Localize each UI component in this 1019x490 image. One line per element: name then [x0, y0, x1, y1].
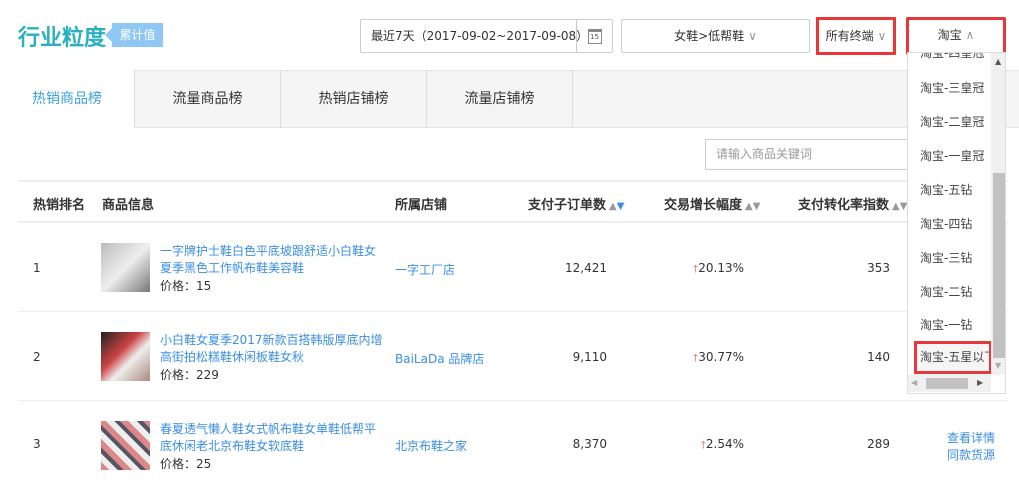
product-price: 价格：25	[160, 457, 212, 471]
tab-traffic-products[interactable]: 流量商品榜	[135, 70, 281, 128]
product-image[interactable]	[101, 243, 150, 292]
orders: 12,421	[565, 261, 607, 275]
growth: 🡑20.13%	[693, 261, 744, 275]
product-image[interactable]	[101, 332, 150, 381]
growth: 🡑2.54%	[700, 437, 744, 451]
sort-icon: ▲▼	[892, 201, 908, 212]
chevron-down-icon: ∨	[748, 29, 757, 43]
product-name-link[interactable]: 一字牌护士鞋白色平底坡跟舒适小白鞋女夏季黑色工作帆布鞋美容鞋	[160, 244, 377, 275]
dropdown-option[interactable]: 淘宝-一皇冠	[920, 149, 985, 163]
arrow-up-icon: 🡑	[693, 353, 699, 364]
calendar-icon[interactable]: 15	[576, 20, 612, 52]
dropdown-option[interactable]: 淘宝-四钻	[920, 217, 973, 231]
tab-bar: 热销商品榜 流量商品榜 热销店铺榜 流量店铺榜	[0, 70, 1019, 129]
shop-link[interactable]: BaiLaDa 品牌店	[395, 352, 485, 366]
table-header: 热销排名 商品信息 所属店铺 支付子订单数 ▲▼ 交易增长幅度 ▲▼ 支付转化率指数…	[18, 180, 1008, 223]
view-details-link[interactable]: 查看详情	[947, 431, 996, 445]
dropdown-option[interactable]: 淘宝-四皇冠	[920, 52, 985, 60]
product-name-link[interactable]: 春夏透气懒人鞋女式帆布鞋女单鞋低帮平底休闲老北京布鞋女软底鞋	[160, 422, 377, 453]
table-row: 3 春夏透气懒人鞋女式帆布鞋女单鞋低帮平底休闲老北京布鞋女软底鞋 价格：25 北…	[33, 421, 996, 471]
page-title: 行业粒度	[18, 26, 107, 51]
table-row: 1 一字牌护士鞋白色平底坡跟舒适小白鞋女夏季黑色工作帆布鞋美容鞋 价格：15 一…	[18, 223, 1008, 312]
col-rank: 热销排名	[33, 198, 86, 213]
table-row: 2 小白鞋女夏季2017新款百搭韩版厚底内增高街拍松糕鞋休闲板鞋女秋 价格：22…	[18, 312, 1008, 401]
date-range-picker[interactable]: 最近7天（2017-09-02~2017-09-08） 15	[360, 19, 613, 53]
tab-hot-products[interactable]: 热销商品榜	[0, 70, 135, 129]
dropdown-option[interactable]: 淘宝-二皇冠	[920, 115, 985, 129]
dropdown-option[interactable]: 淘宝-一钻	[920, 318, 973, 332]
arrow-up-icon: 🡑	[700, 440, 706, 451]
cumulative-badge: 累计值	[105, 23, 163, 47]
conversion: 353	[867, 261, 890, 275]
chevron-down-icon: ∨	[877, 29, 887, 43]
arrow-up-icon: 🡑	[693, 264, 699, 275]
orders: 8,370	[572, 437, 607, 451]
platform-select[interactable]: 淘宝 ∧	[906, 17, 1006, 55]
dropdown-option[interactable]: 淘宝-二钻	[920, 285, 973, 299]
dropdown-option[interactable]: 淘宝-三皇冠	[920, 81, 985, 95]
terminal-select[interactable]: 所有终端 ∨	[816, 17, 896, 55]
vertical-scrollbar[interactable]: ▲ ▼	[991, 53, 1005, 375]
product-price: 价格：15	[160, 279, 212, 293]
col-orders[interactable]: 支付子订单数 ▲▼	[528, 198, 625, 213]
col-conversion[interactable]: 支付转化率指数 ▲▼	[798, 198, 908, 213]
dropdown-option-highlighted[interactable]: 淘宝-五星以下	[914, 341, 992, 374]
date-range-text: 最近7天（2017-09-02~2017-09-08）	[371, 29, 589, 43]
growth: 🡑30.77%	[693, 350, 744, 364]
tab-hot-shops[interactable]: 热销店铺榜	[281, 70, 427, 128]
category-select[interactable]: 女鞋>低帮鞋 ∨	[621, 19, 810, 53]
sort-icon: ▲▼	[609, 201, 625, 212]
scrollbar-thumb[interactable]	[926, 378, 968, 389]
col-product: 商品信息	[102, 198, 155, 213]
same-source-link[interactable]: 同款货源	[947, 448, 996, 462]
dropdown-option[interactable]: 淘宝-五钻	[920, 183, 973, 197]
product-name-link[interactable]: 小白鞋女夏季2017新款百搭韩版厚底内增高街拍松糕鞋休闲板鞋女秋	[160, 333, 383, 364]
col-growth[interactable]: 交易增长幅度 ▲▼	[664, 198, 761, 213]
sort-icon: ▲▼	[745, 201, 761, 212]
conversion: 140	[867, 350, 890, 364]
chevron-up-icon: ∧	[965, 28, 975, 42]
scrollbar-thumb[interactable]	[993, 173, 1005, 358]
tab-traffic-shops[interactable]: 流量店铺榜	[427, 70, 573, 128]
shop-link[interactable]: 北京布鞋之家	[395, 439, 468, 453]
orders: 9,110	[572, 350, 607, 364]
product-image[interactable]	[101, 421, 150, 470]
horizontal-scrollbar[interactable]: ◀ ▶	[908, 375, 991, 392]
product-search-input[interactable]: 请输入商品关键词	[705, 139, 910, 170]
conversion: 289	[867, 437, 890, 451]
dropdown-option[interactable]: 淘宝-三钻	[920, 251, 973, 265]
product-price: 价格：229	[160, 368, 219, 382]
platform-dropdown: 淘宝-四皇冠 淘宝-三皇冠 淘宝-二皇冠 淘宝-一皇冠 淘宝-五钻 淘宝-四钻 …	[907, 52, 1006, 394]
shop-link[interactable]: 一字工厂店	[395, 263, 456, 277]
col-shop: 所属店铺	[395, 198, 448, 213]
